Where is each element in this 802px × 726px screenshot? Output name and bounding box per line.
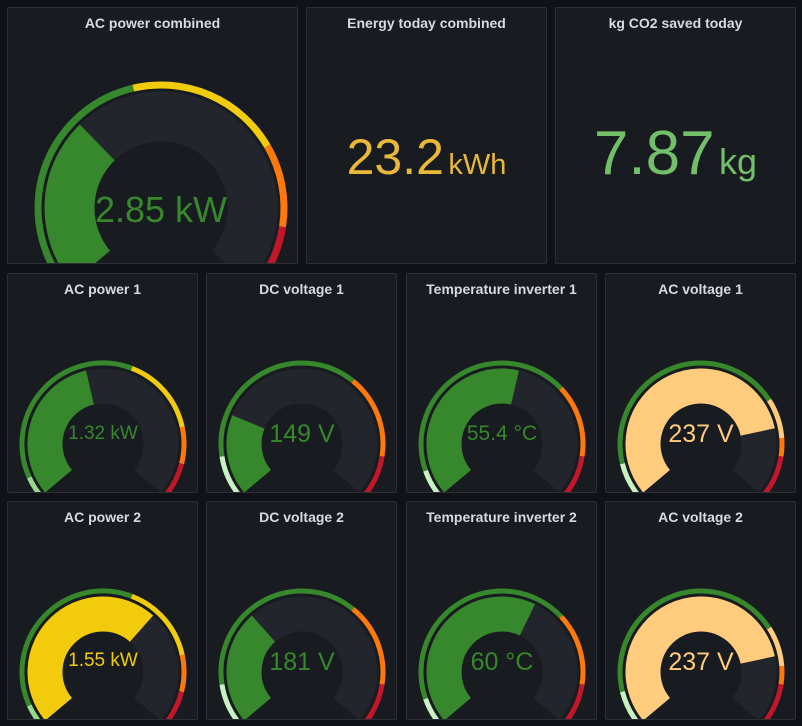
panel-ac-power-combined[interactable]: 2.85 kW AC power combined [7, 7, 298, 264]
stat-number: 23.2 [346, 129, 444, 185]
gauge-threshold-band [130, 593, 185, 656]
gauge-threshold-band [364, 683, 385, 719]
gauge-threshold-band [26, 476, 41, 492]
panel-title: Temperature inverter 1 [426, 281, 577, 297]
gauge-threshold-band [778, 665, 785, 685]
stat-value: 7.87 kg [556, 118, 795, 189]
gauge-value: 237 V [668, 420, 734, 448]
gauge-threshold-band [179, 654, 187, 693]
gauge-chart: 1.32 kW [19, 360, 187, 492]
gauge-threshold-band [179, 426, 187, 465]
panel-title: AC voltage 1 [658, 281, 743, 297]
stat-unit: kWh [448, 149, 507, 181]
gauge-threshold-band [564, 683, 585, 719]
gauge-value: 1.55 kW [68, 650, 138, 671]
gauge-value-fill [226, 415, 272, 492]
gauge-threshold-band [351, 607, 386, 685]
gauge-threshold-band [619, 690, 639, 719]
gauge-threshold-band [264, 144, 288, 228]
gauge-value-fill [226, 615, 276, 719]
gauge-chart: 2.85 kW [34, 81, 288, 263]
panel-title: AC power 2 [63, 509, 141, 525]
gauge-threshold-band [165, 690, 185, 719]
panel-title: AC power combined [84, 15, 221, 31]
panel-ac-voltage-2[interactable]: 237 V AC voltage 2 [605, 501, 796, 720]
gauge-threshold-band [763, 683, 784, 719]
gauge-threshold-band [423, 469, 440, 492]
gauge-threshold-band [267, 226, 287, 263]
gauge-value: 2.85 kW [95, 189, 227, 230]
gauge-value: 237 V [668, 648, 734, 676]
panel-temperature-inverter-1[interactable]: 55.4 °C Temperature inverter 1 [406, 273, 597, 493]
gauge-threshold-band [19, 360, 133, 479]
gauge-threshold-band [364, 455, 385, 492]
gauge-threshold-band [766, 626, 785, 667]
gauge-value-fill [27, 370, 95, 492]
panel-ac-power-1[interactable]: 1.32 kW AC power 1 [7, 273, 198, 493]
gauge-threshold-band [564, 455, 585, 492]
gauge-threshold-band [617, 588, 772, 693]
gauge-threshold-band [778, 437, 785, 457]
stat-number: 7.87 [593, 119, 715, 188]
gauge-value-fill [426, 596, 536, 719]
panel-title: DC voltage 2 [259, 509, 344, 525]
panel-temperature-inverter-2[interactable]: 60 °C Temperature inverter 2 [406, 501, 597, 720]
panel-dc-voltage-1[interactable]: 149 V DC voltage 1 [206, 273, 397, 493]
gauge-threshold-band [351, 379, 386, 457]
panel-co2-saved-today[interactable]: kg CO2 saved today 7.87 kg [555, 7, 796, 264]
gauge-threshold-band [218, 588, 355, 685]
panel-title: Energy today combined [347, 15, 506, 31]
panel-dc-voltage-2[interactable]: 181 V DC voltage 2 [206, 501, 397, 720]
gauge-threshold-band [34, 117, 78, 263]
gauge-chart: 55.4 °C [418, 360, 586, 492]
gauge-value-fill [44, 124, 116, 263]
gauge-threshold-band [617, 360, 772, 465]
gauge-threshold-band [219, 455, 240, 492]
gauge-threshold-band [19, 588, 133, 707]
gauge-threshold-band [218, 360, 355, 457]
panel-title: AC power 1 [63, 281, 141, 297]
gauge-chart: 237 V [617, 588, 785, 719]
gauge-threshold-band [559, 386, 586, 457]
gauge-threshold-band [763, 455, 784, 492]
stat-value: 23.2 kWh [307, 128, 546, 186]
gauge-chart: 1.55 kW [19, 588, 187, 719]
gauge-chart: 181 V [218, 588, 386, 719]
gauge-threshold-band [72, 84, 135, 123]
gauge-value: 1.32 kW [68, 423, 138, 444]
gauge-value-fill [625, 596, 775, 719]
gauge-chart: 149 V [218, 360, 386, 492]
gauge-value-fill [426, 368, 519, 492]
gauge-value: 181 V [269, 648, 335, 676]
gauge-threshold-band [418, 588, 563, 700]
gauge-threshold-band [132, 81, 271, 148]
gauge-value-fill [27, 596, 154, 719]
gauge-threshold-band [418, 360, 563, 472]
gauge-threshold-band [165, 462, 185, 492]
panel-energy-today-combined[interactable]: Energy today combined 23.2 kWh [306, 7, 547, 264]
panel-title: AC voltage 2 [658, 509, 743, 525]
panel-title: Temperature inverter 2 [426, 509, 577, 525]
stat-unit: kg [719, 141, 758, 182]
gauge-chart: 237 V [617, 360, 785, 492]
panel-ac-voltage-1[interactable]: 237 V AC voltage 1 [605, 273, 796, 493]
gauge-value: 55.4 °C [467, 422, 537, 445]
gauge-threshold-band [423, 697, 440, 719]
gauge-value: 149 V [269, 420, 335, 448]
gauge-threshold-band [130, 365, 185, 428]
gauge-threshold-band [26, 704, 41, 719]
panel-title: kg CO2 saved today [608, 15, 743, 31]
panel-title: DC voltage 1 [259, 281, 344, 297]
gauge-chart: 60 °C [418, 588, 586, 719]
gauge-value: 60 °C [471, 648, 534, 676]
gauge-threshold-band [219, 683, 240, 719]
gauge-threshold-band [766, 398, 785, 439]
gauge-threshold-band [619, 462, 639, 492]
gauge-value-fill [625, 368, 775, 492]
panel-ac-power-2[interactable]: 1.55 kW AC power 2 [7, 501, 198, 720]
gauge-threshold-band [559, 614, 586, 685]
